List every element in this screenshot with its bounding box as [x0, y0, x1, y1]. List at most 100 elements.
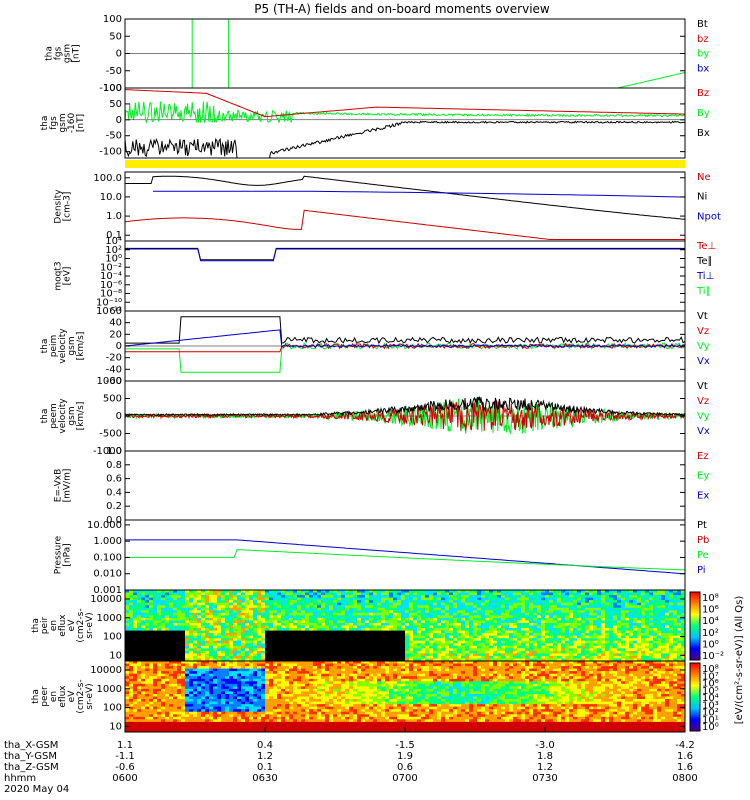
heatmap-cell	[141, 617, 146, 621]
heatmap-cell	[341, 612, 346, 616]
heatmap-cell	[209, 678, 214, 682]
heatmap-cell	[397, 640, 402, 644]
heatmap-cell	[605, 597, 610, 601]
heatmap-cell	[125, 699, 130, 702]
heatmap-cell	[373, 592, 378, 596]
heatmap-cell	[189, 625, 194, 629]
heatmap-cell	[661, 625, 666, 629]
heatmap-cell	[233, 640, 238, 644]
heatmap-cell	[369, 653, 374, 657]
heatmap-cell	[381, 630, 386, 634]
heatmap-cell	[169, 655, 174, 659]
heatmap-cell	[261, 625, 266, 629]
heatmap-cell	[153, 653, 158, 657]
heatmap-cell	[513, 612, 518, 616]
heatmap-cell	[553, 638, 558, 642]
heatmap-cell	[641, 643, 646, 647]
heatmap-cell	[361, 602, 366, 606]
heatmap-cell	[129, 729, 134, 733]
heatmap-cell	[229, 605, 234, 609]
heatmap-cell	[277, 645, 282, 649]
heatmap-cell	[525, 645, 530, 649]
heatmap-cell	[313, 633, 318, 637]
heatmap-cell	[225, 706, 230, 710]
heatmap-cell	[145, 726, 150, 730]
heatmap-cell	[613, 643, 618, 647]
heatmap-cell	[181, 645, 186, 649]
heatmap-cell	[317, 610, 322, 614]
heatmap-cell	[333, 612, 338, 616]
heatmap-cell	[385, 607, 390, 611]
heatmap-cell	[481, 597, 486, 601]
heatmap-cell	[365, 602, 370, 606]
heatmap-cell	[233, 612, 238, 616]
heatmap-cell	[285, 633, 290, 637]
heatmap-cell	[465, 605, 470, 609]
heatmap-cell	[305, 602, 310, 606]
heatmap-cell	[141, 671, 146, 675]
heatmap-cell	[225, 709, 230, 713]
heatmap-cell	[309, 653, 314, 657]
heatmap-cell	[165, 610, 170, 614]
heatmap-cell	[209, 610, 214, 614]
heatmap-cell	[641, 650, 646, 654]
heatmap-cell	[581, 645, 586, 649]
heatmap-cell	[521, 612, 526, 616]
y-tick-label: 10⁻⁸	[100, 289, 122, 300]
heatmap-cell	[245, 607, 250, 611]
heatmap-cell	[149, 615, 154, 619]
heatmap-cell	[145, 605, 150, 609]
heatmap-cell	[325, 625, 330, 629]
heatmap-cell	[137, 648, 142, 652]
heatmap-cell	[529, 595, 534, 599]
heatmap-cell	[425, 620, 430, 624]
heatmap-cell	[293, 597, 298, 601]
heatmap-cell	[181, 726, 186, 730]
heatmap-cell	[197, 597, 202, 601]
heatmap-cell	[481, 625, 486, 629]
heatmap-cell	[661, 600, 666, 604]
heatmap-cell	[669, 635, 674, 639]
heatmap-cell	[301, 590, 306, 593]
heatmap-cell	[325, 633, 330, 637]
heatmap-cell	[213, 653, 218, 657]
heatmap-cell	[165, 658, 170, 662]
heatmap-cell	[205, 721, 210, 725]
heatmap-cell	[441, 625, 446, 629]
heatmap-cell	[533, 653, 538, 657]
heatmap-cell	[441, 633, 446, 637]
heatmap-cell	[201, 673, 206, 677]
heatmap-cell	[649, 635, 654, 639]
heatmap-cell	[429, 655, 434, 659]
heatmap-cell	[169, 673, 174, 677]
heatmap-cell	[541, 645, 546, 649]
heatmap-cell	[405, 600, 410, 604]
heatmap-cell	[281, 633, 286, 637]
heatmap-cell	[513, 658, 518, 662]
heatmap-cell	[533, 600, 538, 604]
heatmap-cell	[237, 719, 242, 723]
heatmap-cell	[229, 704, 234, 708]
heatmap-cell	[557, 658, 562, 662]
heatmap-cell	[349, 640, 354, 644]
heatmap-cell	[569, 612, 574, 616]
heatmap-cell	[581, 602, 586, 606]
heatmap-cell	[541, 655, 546, 659]
heatmap-cell	[381, 590, 386, 593]
heatmap-cell	[425, 650, 430, 654]
heatmap-cell	[625, 653, 630, 657]
heatmap-cell	[449, 650, 454, 654]
heatmap-cell	[645, 638, 650, 642]
heatmap-cell	[469, 650, 474, 654]
heatmap-cell	[541, 633, 546, 637]
heatmap-cell	[365, 658, 370, 662]
heatmap-cell	[461, 612, 466, 616]
heatmap-cell	[649, 600, 654, 604]
heatmap-cell	[465, 655, 470, 659]
heatmap-cell	[153, 724, 158, 728]
heatmap-cell	[237, 663, 242, 667]
heatmap-cell	[545, 650, 550, 654]
heatmap-cell	[333, 625, 338, 629]
heatmap-cell	[217, 711, 222, 715]
heatmap-cell	[153, 683, 158, 687]
